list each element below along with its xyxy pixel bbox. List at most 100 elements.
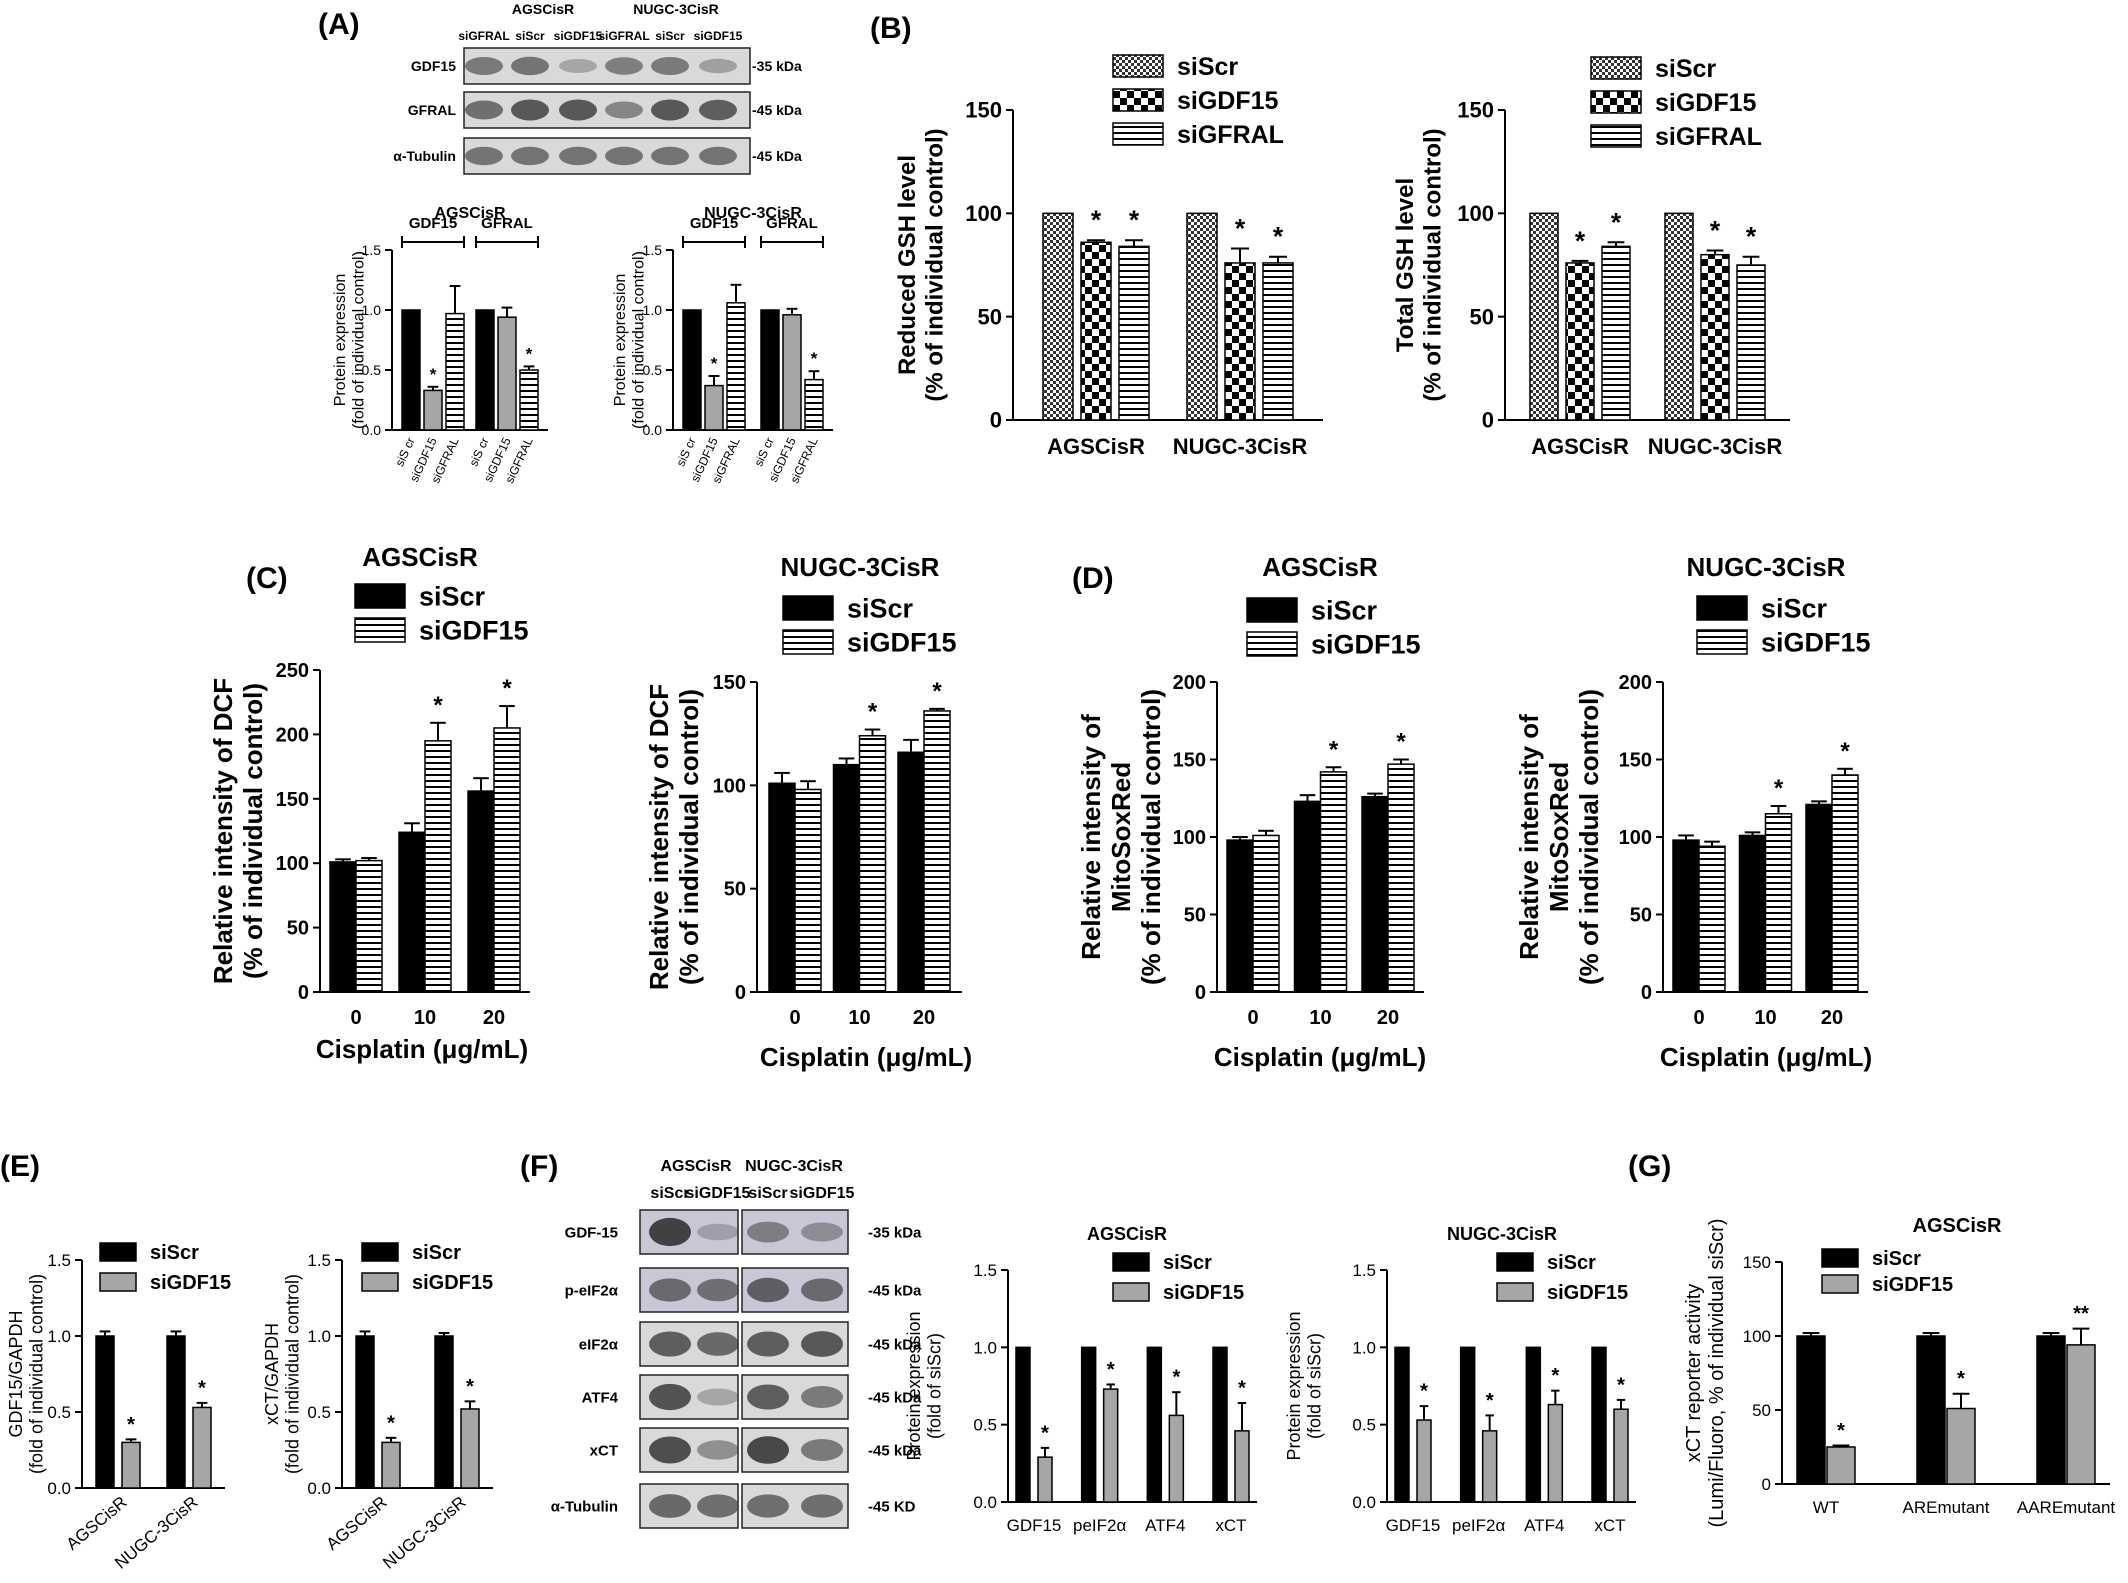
y-tick-label: 50 — [1630, 905, 1652, 927]
legend-swatch — [99, 1242, 137, 1262]
x-tick-label: GDF15 — [1386, 1516, 1441, 1535]
y-tick-label: 200 — [1619, 672, 1652, 694]
panel-label-c: (C) — [246, 562, 288, 595]
blot-band — [649, 1217, 691, 1247]
bar — [1361, 795, 1389, 993]
bar — [398, 831, 426, 993]
legend-label: siGDF15 — [412, 1272, 493, 1294]
blot-band — [699, 58, 737, 74]
y-tick-label: 0.0 — [973, 1493, 997, 1512]
legend-swatch — [354, 583, 406, 609]
blot-band — [747, 1384, 789, 1410]
bar — [1591, 1346, 1607, 1503]
bar — [2066, 1344, 2096, 1485]
legend-swatch — [1112, 54, 1164, 78]
x-axis-label: Cisplatin (μg/mL) — [1660, 1042, 1872, 1072]
blot-lane-label: siGDF15 — [694, 29, 743, 43]
chart-title: AGSCisR — [434, 205, 506, 222]
bar — [423, 389, 443, 431]
x-tick-label: peIF2α — [1452, 1516, 1505, 1535]
y-tick-label: 0 — [1195, 982, 1206, 1004]
bar — [1565, 262, 1595, 421]
y-tick-label: 200 — [1173, 672, 1206, 694]
y-axis-label: Total GSH level — [1392, 178, 1419, 352]
bar — [475, 309, 495, 431]
y-tick-label: 50 — [1184, 905, 1206, 927]
y-tick-label: 0 — [735, 982, 746, 1004]
blot-lane-label: siScr — [650, 1185, 689, 1202]
bar — [121, 1441, 141, 1489]
legend-swatch — [1590, 124, 1642, 148]
x-tick-label: 0 — [350, 1007, 361, 1029]
blot-band — [801, 1439, 843, 1461]
y-tick-label: 1.5 — [973, 1261, 997, 1280]
y-axis-label: (fold of siScr) — [1305, 1333, 1325, 1439]
legend-label: siGDF15 — [1655, 89, 1757, 117]
chart-g: 0 50 100 150 xCT reporter activity (Lumi/Fluo… — [1683, 1215, 2115, 1528]
bar — [1664, 212, 1694, 421]
y-tick-label: 100 — [1619, 827, 1652, 849]
legend-label: siGDF15 — [1311, 630, 1421, 660]
y-tick-label: 1.0 — [1352, 1338, 1376, 1357]
legend-swatch — [1590, 90, 1642, 114]
bar — [381, 1441, 401, 1489]
bar — [1037, 1456, 1053, 1503]
x-tick-label: WT — [1813, 1498, 1839, 1517]
blot-band — [605, 101, 643, 119]
x-tick-label: GDF15 — [1007, 1516, 1062, 1535]
y-axis-label: Relative intensity of DCF — [644, 684, 674, 990]
bar — [1146, 1346, 1163, 1503]
y-tick-label: 100 — [1457, 201, 1494, 226]
chart-title: NUGC-3CisR — [781, 552, 940, 582]
x-tick-label: xCT — [1215, 1516, 1246, 1535]
x-tick-label: 0 — [789, 1007, 800, 1029]
group-label: GDF15 — [690, 215, 738, 232]
legend-swatch — [782, 595, 834, 621]
y-axis-label: (Lumi/Fluoro, % of individual siScr) — [1706, 1219, 1728, 1528]
x-axis-label: Cisplatin (μg/mL) — [1214, 1042, 1426, 1072]
panel-label-e: (E) — [0, 1150, 40, 1183]
legend-swatch — [1496, 1252, 1534, 1272]
y-tick-label: 1.5 — [1352, 1261, 1376, 1280]
group-label: GFRAL — [766, 215, 818, 232]
legend-label: siScr — [150, 1242, 199, 1264]
blot-band — [747, 1221, 789, 1243]
bar — [1080, 241, 1112, 421]
blot-lane-label: siGFRAL — [598, 29, 649, 43]
blot-size-marker: -45 kDa — [868, 1389, 922, 1406]
blot-row-label: GDF-15 — [565, 1224, 618, 1241]
bar — [1672, 839, 1700, 993]
group-label: GDF15 — [409, 215, 457, 232]
significance-star: * — [1238, 1378, 1246, 1400]
blot-size-marker: -45 kDa — [868, 1336, 922, 1353]
bar — [923, 710, 951, 993]
bar — [434, 1335, 454, 1489]
significance-star: * — [466, 1376, 474, 1398]
blot-band — [697, 1388, 739, 1406]
y-tick-label: 0 — [1762, 1475, 1771, 1494]
y-tick-label: 150 — [276, 789, 309, 811]
chart-title: AGSCisR — [1087, 1224, 1167, 1244]
bar — [858, 734, 887, 993]
y-tick-label: 0 — [990, 408, 1002, 433]
bar — [1796, 1335, 1826, 1485]
blot-band — [511, 56, 549, 76]
y-axis-label: (% of individual control) — [1136, 689, 1166, 985]
bar — [768, 782, 796, 993]
x-tick-label: 20 — [1821, 1007, 1843, 1029]
blot-band — [511, 146, 549, 166]
bar — [1387, 763, 1415, 993]
y-axis-label: (% of individual control) — [674, 689, 704, 985]
y-tick-label: 100 — [1173, 827, 1206, 849]
blot-lane-label: siGDF15 — [790, 1185, 855, 1202]
bar — [2036, 1335, 2066, 1485]
x-tick-label: AGSCisR — [1047, 434, 1145, 459]
bar — [1186, 212, 1218, 421]
x-tick-label: 10 — [1754, 1007, 1776, 1029]
chart-f2: 0.0 0.5 1.0 1.5 Protein expression (fold of s… — [1284, 1224, 1636, 1535]
bar — [497, 316, 517, 431]
legend-label: siScr — [412, 1242, 461, 1264]
y-tick-label: 150 — [1619, 750, 1652, 772]
